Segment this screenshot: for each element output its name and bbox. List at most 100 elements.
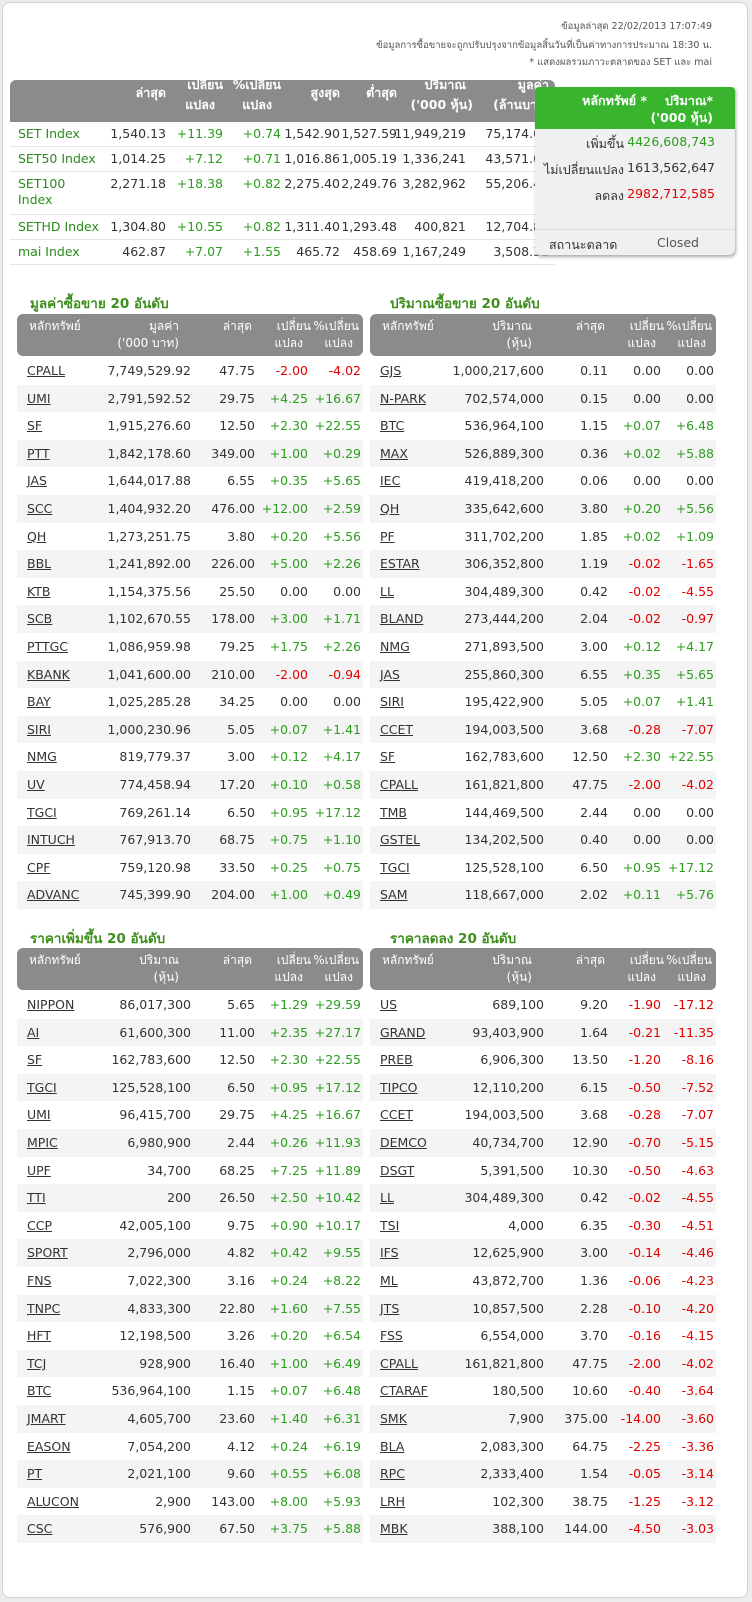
symbol-link[interactable]: JAS — [380, 666, 400, 682]
symbol-link[interactable]: GSTEL — [380, 832, 421, 848]
table-header: หลักทรัพย์ ปริมาณ (หุ้น) ล่าสุด เปลี่ยน แปลง%… — [370, 314, 716, 356]
symbol-link[interactable]: FSS — [380, 1328, 403, 1344]
symbol-link[interactable]: GJS — [380, 363, 402, 378]
symbol-link[interactable]: TNPC — [27, 1300, 61, 1316]
symbol-link[interactable]: NMG — [380, 638, 410, 654]
symbol-link[interactable]: SMK — [380, 1410, 407, 1426]
symbol-link[interactable]: CPALL — [27, 363, 65, 378]
symbol-link[interactable]: UMI — [27, 1107, 51, 1123]
symbol-link[interactable]: CPALL — [380, 776, 418, 792]
index-name-link[interactable]: SET100 Index — [18, 176, 66, 207]
symbol-link[interactable]: LL — [380, 583, 394, 599]
symbol-link[interactable]: PTTGC — [27, 638, 69, 654]
symbol-link[interactable]: LL — [380, 1190, 394, 1206]
symbol-link[interactable]: CPALL — [380, 1355, 418, 1371]
symbol-link[interactable]: AI — [27, 1024, 40, 1040]
symbol-link[interactable]: CCET — [380, 1107, 413, 1123]
symbol-link[interactable]: TMB — [380, 804, 407, 820]
symbol-link[interactable]: IEC — [380, 473, 401, 489]
col-chg-2: แปลง — [185, 97, 215, 112]
symbol-link[interactable]: BTC — [27, 1383, 52, 1399]
amount-cell: 162,783,600 — [464, 749, 544, 765]
index-name-link[interactable]: SET50 Index — [18, 151, 96, 166]
symbol-link[interactable]: QH — [27, 528, 47, 544]
symbol-link[interactable]: US — [380, 997, 398, 1012]
index-vol: 1,167,249 — [402, 244, 466, 259]
symbol-link[interactable]: TGCI — [27, 1079, 57, 1095]
symbol-link[interactable]: BLAND — [380, 611, 424, 627]
symbol-link[interactable]: HFT — [27, 1328, 52, 1344]
symbol-link[interactable]: UMI — [27, 390, 51, 406]
symbol-link[interactable]: SIRI — [380, 694, 404, 710]
table-row: KTB 1,154,375.56 25.50 0.00 0.00 — [17, 577, 363, 606]
last-price-cell: 0.42 — [580, 583, 608, 599]
symbol-link[interactable]: TCJ — [27, 1355, 47, 1371]
symbol-link[interactable]: FNS — [27, 1272, 52, 1288]
symbol-link[interactable]: LRH — [380, 1493, 406, 1509]
pct-change-cell: -3.03 — [681, 1521, 714, 1537]
amount-cell: 767,913.70 — [119, 832, 191, 848]
symbol-link[interactable]: IFS — [380, 1245, 399, 1261]
symbol-link[interactable]: SF — [27, 1052, 43, 1068]
symbol-link[interactable]: SF — [380, 749, 396, 765]
symbol-link[interactable]: DSGT — [380, 1162, 415, 1178]
status-row-down: ลดลง 298 2,712,585 — [535, 181, 735, 207]
symbol-link[interactable]: PF — [380, 528, 395, 544]
symbol-link[interactable]: ALUCON — [27, 1493, 79, 1509]
symbol-link[interactable]: RPC — [380, 1466, 405, 1482]
symbol-link[interactable]: INTUCH — [27, 832, 75, 848]
symbol-link[interactable]: JMART — [27, 1410, 66, 1426]
symbol-link[interactable]: PTT — [27, 445, 50, 461]
symbol-link[interactable]: GRAND — [380, 1024, 426, 1040]
pct-change-cell: -4.63 — [681, 1162, 714, 1178]
symbol-link[interactable]: TSI — [380, 1217, 400, 1233]
symbol-link[interactable]: ADVANC — [27, 887, 80, 903]
symbol-link[interactable]: MPIC — [27, 1134, 58, 1150]
symbol-link[interactable]: N-PARK — [380, 390, 427, 406]
symbol-link[interactable]: SIRI — [27, 721, 51, 737]
symbol-link[interactable]: DEMCO — [380, 1134, 427, 1150]
symbol-link[interactable]: CPF — [27, 859, 51, 875]
symbol-link[interactable]: BTC — [380, 418, 405, 434]
symbol-link[interactable]: PT — [27, 1466, 43, 1482]
symbol-link[interactable]: KTB — [27, 583, 51, 599]
symbol-link[interactable]: UPF — [27, 1162, 51, 1178]
pct-change-cell: -3.64 — [681, 1383, 714, 1399]
index-name-link[interactable]: SET Index — [18, 126, 80, 141]
symbol-link[interactable]: SF — [27, 418, 43, 434]
symbol-link[interactable]: SAM — [380, 887, 408, 903]
symbol-link[interactable]: UV — [27, 776, 45, 792]
symbol-link[interactable]: NMG — [27, 749, 57, 765]
symbol-link[interactable]: PREB — [380, 1052, 413, 1068]
symbol-link[interactable]: BBL — [27, 556, 52, 572]
symbol-link[interactable]: JAS — [27, 473, 47, 489]
symbol-link[interactable]: TGCI — [27, 804, 57, 820]
symbol-link[interactable]: QH — [380, 500, 400, 516]
symbol-link[interactable]: JTS — [380, 1300, 400, 1316]
index-name-link[interactable]: SETHD Index — [18, 219, 99, 234]
symbol-link[interactable]: CCET — [380, 721, 413, 737]
symbol-link[interactable]: SPORT — [27, 1245, 68, 1261]
symbol-link[interactable]: NIPPON — [27, 997, 75, 1012]
pct-change-cell: -8.16 — [681, 1052, 714, 1068]
symbol-link[interactable]: TGCI — [380, 859, 410, 875]
symbol-link[interactable]: EASON — [27, 1438, 71, 1454]
symbol-link[interactable]: CCP — [27, 1217, 52, 1233]
last-price-cell: 9.60 — [227, 1466, 255, 1482]
pct-change-cell: +5.88 — [675, 445, 714, 461]
symbol-link[interactable]: BAY — [27, 694, 51, 710]
symbol-link[interactable]: MAX — [380, 445, 408, 461]
symbol-link[interactable]: ESTAR — [380, 556, 420, 572]
index-val: 55,206.48 — [485, 176, 549, 191]
symbol-link[interactable]: ML — [380, 1272, 398, 1288]
symbol-link[interactable]: MBK — [380, 1521, 408, 1537]
symbol-link[interactable]: KBANK — [27, 666, 70, 682]
symbol-link[interactable]: BLA — [380, 1438, 405, 1454]
symbol-link[interactable]: SCB — [27, 611, 53, 627]
symbol-link[interactable]: CSC — [27, 1521, 53, 1537]
symbol-link[interactable]: CTARAF — [380, 1383, 428, 1399]
symbol-link[interactable]: SCC — [27, 500, 53, 516]
symbol-link[interactable]: TIPCO — [380, 1079, 418, 1095]
index-name-link[interactable]: mai Index — [18, 244, 80, 259]
symbol-link[interactable]: TTI — [27, 1190, 46, 1206]
